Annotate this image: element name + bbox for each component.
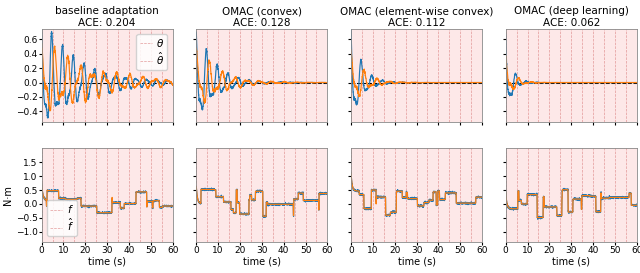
Title: OMAC (convex)
ACE: 0.128: OMAC (convex) ACE: 0.128 <box>222 6 302 28</box>
Y-axis label: N·m: N·m <box>3 185 13 205</box>
Title: OMAC (element-wise convex)
ACE: 0.112: OMAC (element-wise convex) ACE: 0.112 <box>340 6 493 28</box>
X-axis label: time (s): time (s) <box>88 256 126 266</box>
Title: OMAC (deep learning)
ACE: 0.062: OMAC (deep learning) ACE: 0.062 <box>514 6 628 28</box>
X-axis label: time (s): time (s) <box>243 256 281 266</box>
Legend: $f$, $\hat{f}$: $f$, $\hat{f}$ <box>47 200 77 236</box>
X-axis label: time (s): time (s) <box>552 256 590 266</box>
X-axis label: time (s): time (s) <box>397 256 436 266</box>
Legend: $\theta$, $\hat{\theta}$: $\theta$, $\hat{\theta}$ <box>136 34 168 70</box>
Title: baseline adaptation
ACE: 0.204: baseline adaptation ACE: 0.204 <box>55 6 159 28</box>
